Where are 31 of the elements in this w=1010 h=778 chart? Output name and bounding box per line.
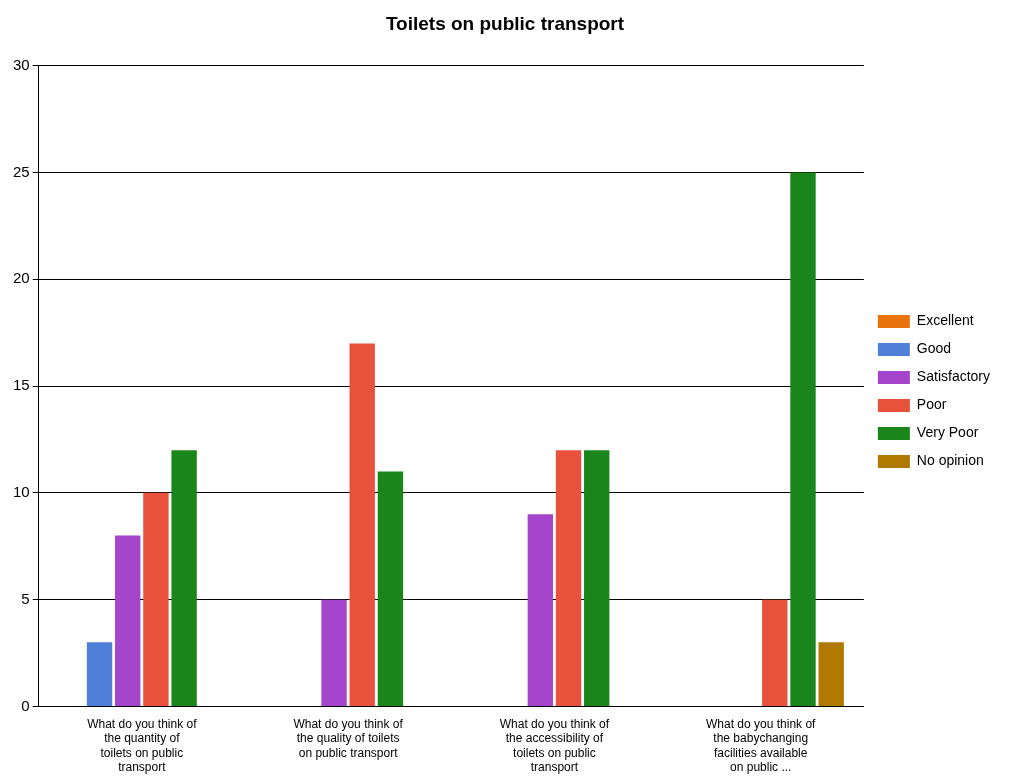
bar xyxy=(818,642,844,706)
bar xyxy=(321,599,347,706)
legend-label: No opinion xyxy=(916,452,984,469)
y-tick-label: 25 xyxy=(13,162,30,180)
y-tick-label: 15 xyxy=(13,376,30,394)
chart-title: Toilets on public transport xyxy=(385,12,625,34)
bar xyxy=(349,343,375,706)
bar xyxy=(115,535,141,706)
y-tick-label: 10 xyxy=(13,483,30,501)
bar xyxy=(171,450,197,706)
legend-label: Satisfactory xyxy=(916,368,990,385)
x-tick-label: What do you think of the babychanging facilities available on public ... xyxy=(706,716,817,775)
legend-label: Excellent xyxy=(916,312,974,329)
bar xyxy=(527,514,554,706)
x-tick-label: What do you think of the accessibility of toilets on public transport xyxy=(499,716,610,775)
legend-label: Poor xyxy=(916,396,947,413)
bar xyxy=(762,599,788,706)
bar xyxy=(86,642,113,706)
bar xyxy=(555,450,582,706)
bar xyxy=(143,492,169,706)
y-tick-label: 0 xyxy=(21,696,30,714)
legend-label: Good xyxy=(916,340,952,357)
legend-label: Very Poor xyxy=(916,424,979,441)
bar xyxy=(377,471,404,706)
y-tick-label: 30 xyxy=(13,55,30,73)
x-tick-label: What do you think of the quantity of toilets on public transport xyxy=(87,716,198,775)
x-tick-label: What do you think of the quality of toilets on public transport xyxy=(293,716,404,760)
bar xyxy=(790,172,816,706)
y-tick-label: 20 xyxy=(13,269,30,287)
y-tick-label: 5 xyxy=(21,589,30,607)
bar xyxy=(584,450,610,706)
